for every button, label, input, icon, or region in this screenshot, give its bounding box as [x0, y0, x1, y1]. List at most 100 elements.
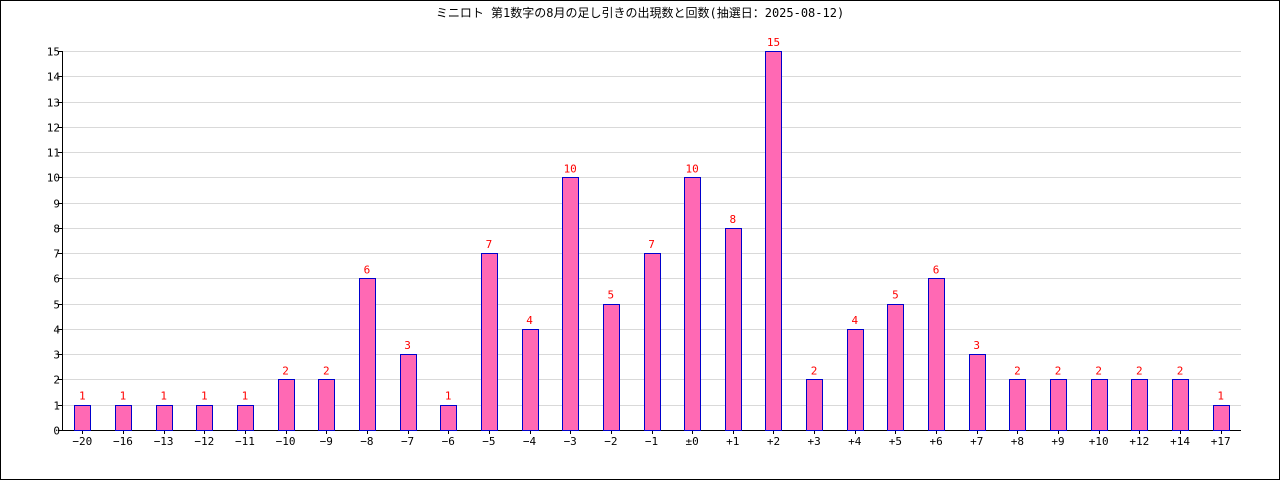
- y-tick-label: 5: [53, 299, 60, 312]
- bar: [1172, 379, 1189, 431]
- x-tick-label: −11: [235, 435, 255, 448]
- x-tick-label: +8: [1011, 435, 1024, 448]
- bar: [1050, 379, 1067, 431]
- bar: [887, 304, 904, 431]
- bar: [644, 253, 661, 431]
- data-label: 1: [120, 390, 127, 403]
- x-tick-label: −10: [276, 435, 296, 448]
- data-label: 7: [648, 238, 655, 251]
- bar: [603, 304, 620, 431]
- data-label: 3: [973, 339, 980, 352]
- bar: [481, 253, 498, 431]
- bar: [928, 278, 945, 431]
- x-tick-label: −1: [645, 435, 658, 448]
- data-label: 5: [608, 289, 615, 302]
- x-tick-label: −3: [564, 435, 577, 448]
- bar: [522, 329, 539, 431]
- bar: [765, 51, 782, 431]
- bar: [1091, 379, 1108, 431]
- x-tick-label: +12: [1129, 435, 1149, 448]
- data-label: 1: [1217, 390, 1224, 403]
- data-label: 8: [729, 213, 736, 226]
- x-tick-label: −13: [154, 435, 174, 448]
- y-tick-label: 12: [47, 122, 60, 135]
- y-tick-label: 7: [53, 248, 60, 261]
- y-tick-label: 13: [47, 97, 60, 110]
- x-tick-label: −2: [604, 435, 617, 448]
- bar: [440, 405, 457, 431]
- x-tick-label: +5: [889, 435, 902, 448]
- data-label: 1: [201, 390, 208, 403]
- x-tick-label: +4: [848, 435, 862, 448]
- data-label: 1: [160, 390, 167, 403]
- bar: [806, 379, 823, 431]
- y-tick-label: 3: [53, 349, 60, 362]
- y-tick-label: 0: [53, 425, 60, 438]
- data-label: 3: [404, 339, 411, 352]
- x-tick-label: +17: [1211, 435, 1231, 448]
- data-label: 6: [933, 263, 940, 276]
- data-label: 6: [364, 263, 371, 276]
- bar: [196, 405, 213, 431]
- x-tick-label: −4: [523, 435, 537, 448]
- x-tick-label: −12: [194, 435, 214, 448]
- x-tick-label: −5: [482, 435, 495, 448]
- x-tick-label: +7: [970, 435, 983, 448]
- x-tick-label: +10: [1089, 435, 1109, 448]
- data-label: 7: [486, 238, 493, 251]
- data-label: 2: [323, 364, 330, 377]
- data-label: 2: [282, 364, 289, 377]
- data-label: 1: [79, 390, 86, 403]
- y-tick-label: 8: [53, 223, 60, 236]
- bar: [115, 405, 132, 431]
- x-tick-label: −6: [442, 435, 455, 448]
- bar: [359, 278, 376, 431]
- bar: [1009, 379, 1026, 431]
- data-label: 1: [242, 390, 249, 403]
- bar: [400, 354, 417, 431]
- data-label: 2: [1095, 364, 1102, 377]
- data-label: 2: [1177, 364, 1184, 377]
- x-tick-label: +3: [807, 435, 820, 448]
- y-tick-label: 2: [53, 374, 60, 387]
- x-tick-label: +9: [1051, 435, 1064, 448]
- x-tick-label: −9: [320, 435, 333, 448]
- data-label: 2: [1014, 364, 1021, 377]
- bar: [969, 354, 986, 431]
- data-label: 2: [1136, 364, 1143, 377]
- x-tick-label: +2: [767, 435, 780, 448]
- bar: [725, 228, 742, 431]
- bar: [684, 177, 701, 431]
- y-tick-label: 11: [47, 147, 60, 160]
- bar: [74, 405, 91, 431]
- y-tick-label: 15: [47, 46, 60, 59]
- data-label: 2: [811, 364, 818, 377]
- x-tick-label: +14: [1170, 435, 1190, 448]
- x-tick-label: +6: [929, 435, 942, 448]
- bar: [237, 405, 254, 431]
- x-tick-label: −7: [401, 435, 414, 448]
- chart-title: ミニロト 第1数字の8月の足し引きの出現数と回数(抽選日：2025-08-12): [435, 6, 845, 20]
- bar: [847, 329, 864, 431]
- data-label: 10: [686, 162, 699, 175]
- data-label: 2: [1055, 364, 1062, 377]
- y-tick-label: 9: [53, 198, 60, 211]
- bar: [278, 379, 295, 431]
- bar: [156, 405, 173, 431]
- data-label: 4: [851, 314, 858, 327]
- bar: [1131, 379, 1148, 431]
- bar: [562, 177, 579, 431]
- y-tick-label: 10: [47, 172, 60, 185]
- x-tick-label: ±0: [686, 435, 699, 448]
- y-tick-label: 14: [47, 71, 61, 84]
- y-tick-label: 4: [53, 324, 60, 337]
- x-tick-label: −16: [113, 435, 133, 448]
- bar: [1213, 405, 1230, 431]
- data-label: 1: [445, 390, 452, 403]
- y-tick-label: 6: [53, 273, 60, 286]
- y-tick-label: 1: [53, 400, 60, 413]
- x-tick-label: −8: [360, 435, 373, 448]
- data-label: 15: [767, 36, 780, 49]
